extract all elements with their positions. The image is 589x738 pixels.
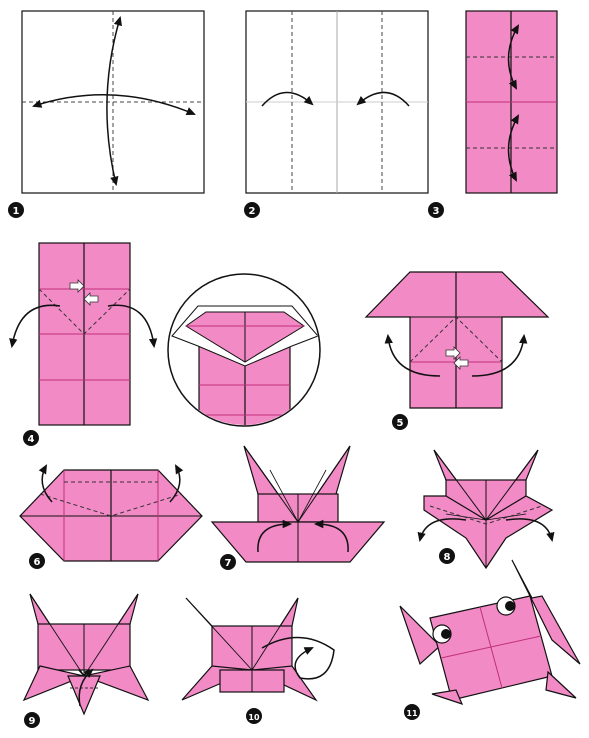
fold-arrow-vertical [106, 15, 122, 187]
step-number-badge: 6 [29, 553, 45, 569]
fold-arrow-right [169, 464, 184, 503]
fold-arrow-left [38, 464, 53, 503]
step-number-badge: 4 [23, 430, 39, 446]
fold-arrow-left [384, 333, 441, 377]
step-6 [19, 464, 203, 562]
fold-line [39, 493, 183, 517]
leg-bottom [431, 689, 464, 705]
fold-arrow-top [507, 24, 520, 90]
step-7 [210, 445, 386, 563]
step-number: 11 [406, 709, 418, 718]
tail [67, 675, 101, 716]
step-3 [465, 10, 558, 194]
claw-left [399, 605, 441, 666]
leg-left [22, 665, 87, 702]
step-number: 10 [248, 713, 260, 722]
step-11 [399, 559, 581, 705]
step-number-badge: 3 [428, 202, 444, 218]
fold-line-diagonal [409, 316, 503, 363]
fold-arrow-left [257, 519, 293, 553]
step-number-badge: 2 [244, 202, 260, 218]
fold-arrow-right [313, 519, 349, 553]
step-number-badge: 8 [439, 548, 455, 564]
step-8 [417, 449, 555, 570]
eye-icon [432, 624, 452, 644]
squash-arrow-icon [445, 346, 461, 360]
fold-arrow [78, 668, 94, 707]
step-number-badge: 11 [404, 704, 420, 720]
squash-arrow-icon [69, 279, 85, 293]
leg-right [81, 665, 150, 702]
step-number-badge: 10 [246, 708, 262, 724]
fold-line-diagonal [38, 288, 131, 335]
fold-arrow-right [505, 518, 555, 543]
step-number: 3 [433, 206, 440, 217]
fold-arrow-bottom [507, 114, 520, 182]
step-number-badge: 1 [8, 202, 24, 218]
step-5 [364, 271, 550, 409]
step-number: 5 [397, 418, 404, 429]
turn-over-icon [261, 636, 335, 680]
step-4 [9, 242, 158, 426]
step-number: 2 [249, 206, 256, 217]
step-badges: 1 2 3 4 5 6 7 8 9 10 11 [8, 202, 455, 728]
fold-arrow-left [417, 518, 467, 543]
step-number: 9 [29, 716, 36, 727]
paper-shape [364, 271, 550, 409]
fold-arrow-right [107, 304, 158, 349]
squash-arrow-icon [453, 356, 469, 370]
fold-arrow-left [9, 304, 61, 349]
step-9 [22, 593, 150, 716]
claw-right [511, 559, 581, 665]
step-10 [181, 597, 335, 702]
squash-arrow-icon [83, 292, 99, 306]
leg-back [545, 670, 577, 699]
step-number: 7 [225, 558, 232, 569]
step-number: 8 [444, 552, 451, 563]
legs [423, 495, 554, 570]
step-1 [21, 10, 205, 194]
fold-arrow-left [261, 91, 314, 107]
fold-arrow-right [356, 91, 410, 107]
step-number: 1 [13, 206, 20, 217]
step-2 [245, 10, 429, 194]
eye-icon [496, 596, 516, 616]
step-number: 6 [34, 557, 41, 568]
step-number: 4 [28, 434, 35, 445]
step-number-badge: 5 [392, 414, 408, 430]
step-number-badge: 9 [24, 712, 40, 728]
detail-circle [167, 273, 321, 427]
fold-line [429, 505, 543, 525]
fold-arrow-right [471, 333, 528, 377]
step-number-badge: 7 [220, 554, 236, 570]
